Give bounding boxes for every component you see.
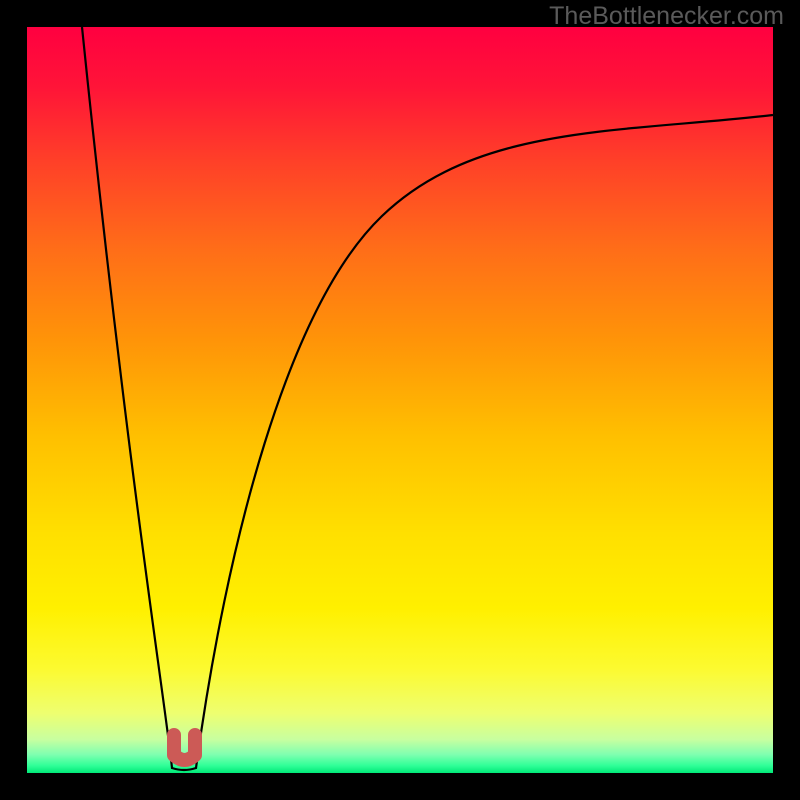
chart-frame: TheBottlenecker.com <box>0 0 800 800</box>
plot-svg <box>27 27 773 773</box>
watermark-text: TheBottlenecker.com <box>549 2 784 31</box>
gradient-background <box>27 27 773 773</box>
plot-area <box>27 27 773 773</box>
